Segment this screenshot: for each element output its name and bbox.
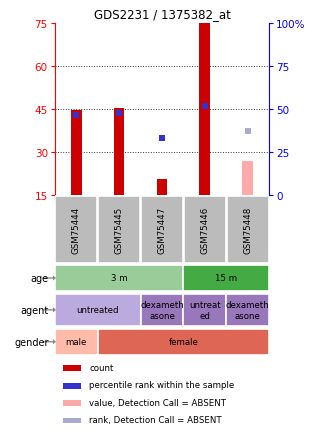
Text: GSM75447: GSM75447 [157,206,167,253]
Text: GSM75444: GSM75444 [72,206,81,253]
Bar [183,294,226,326]
Bar [71,111,82,196]
Text: gender: gender [14,337,49,347]
Text: GSM75446: GSM75446 [200,206,209,253]
Bar [141,196,183,263]
Text: GSM75448: GSM75448 [243,206,252,253]
Text: rank, Detection Call = ABSENT: rank, Detection Call = ABSENT [89,415,222,424]
Text: dexameth
asone: dexameth asone [226,300,269,320]
Text: count: count [89,363,113,372]
Bar [98,329,269,355]
Bar [55,294,141,326]
Bar [63,365,80,371]
Text: 3 m: 3 m [111,274,127,283]
Bar [114,108,125,196]
Bar [63,383,80,389]
Bar [184,196,226,263]
Bar [156,180,167,196]
Bar [226,294,269,326]
Bar [227,196,269,263]
Text: dexameth
asone: dexameth asone [140,300,184,320]
Bar [199,24,210,196]
Bar [242,161,253,196]
Text: GSM75445: GSM75445 [115,206,124,253]
Bar [183,265,269,291]
Bar [55,265,183,291]
Text: percentile rank within the sample: percentile rank within the sample [89,380,234,389]
Text: untreated: untreated [76,306,119,315]
Text: untreat
ed: untreat ed [189,300,221,320]
Bar [55,196,97,263]
Text: female: female [168,338,198,346]
Text: agent: agent [20,305,49,315]
Text: age: age [30,273,49,283]
Title: GDS2231 / 1375382_at: GDS2231 / 1375382_at [94,8,230,21]
Bar [98,196,140,263]
Bar [55,329,98,355]
Text: 15 m: 15 m [215,274,237,283]
Bar [63,418,80,424]
Text: male: male [65,338,87,346]
Bar [63,401,80,406]
Bar [141,294,183,326]
Text: value, Detection Call = ABSENT: value, Detection Call = ABSENT [89,398,226,407]
